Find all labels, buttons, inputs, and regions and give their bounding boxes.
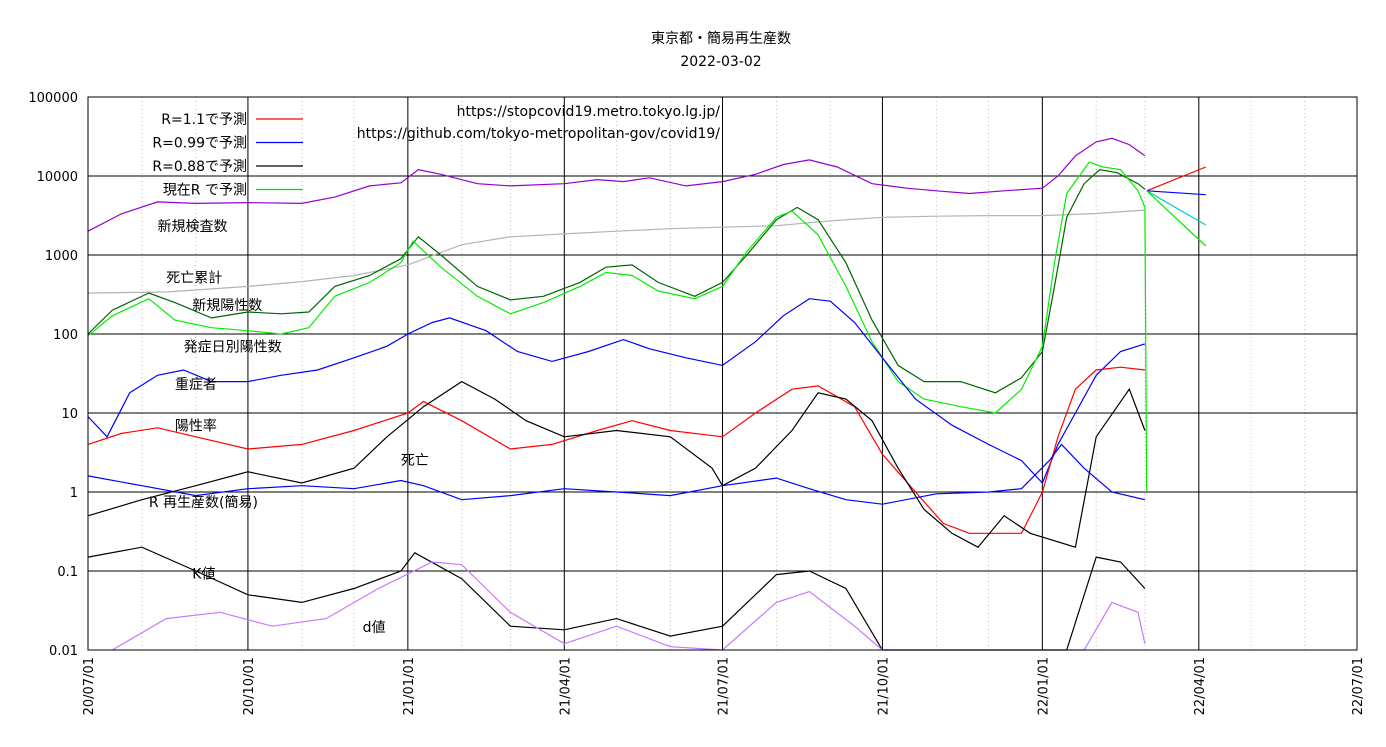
x-tick-label: 20/10/01 <box>242 657 257 715</box>
chart-title: 東京都・簡易再生産数 <box>651 31 791 47</box>
series-annotation: R 再生産数(簡易) <box>149 495 258 511</box>
series-line <box>87 443 1146 505</box>
legend-label: R=0.99で予測 <box>152 136 247 152</box>
x-tick-label: 22/01/01 <box>1036 657 1051 715</box>
x-tick-label: 21/04/01 <box>558 657 573 715</box>
series-line <box>1146 166 1207 192</box>
grid <box>87 96 1358 651</box>
x-tick-label: 20/07/01 <box>82 657 97 715</box>
y-tick-label: 0.1 <box>57 565 78 580</box>
series-annotation: 重症者 <box>175 377 217 393</box>
y-tick-label: 100000 <box>28 91 78 106</box>
series-annotation: 陽性率 <box>175 418 217 435</box>
series-annotation: K値 <box>192 567 215 583</box>
legend-label: R=1.1で予測 <box>161 112 247 128</box>
x-tick-label: 21/10/01 <box>876 657 891 715</box>
legend-label: 現在R で予測 <box>163 183 247 199</box>
series-line <box>87 169 1146 394</box>
series-line <box>87 380 1146 548</box>
y-tick-label: 100 <box>53 328 78 343</box>
x-tick-label: 21/07/01 <box>717 657 732 715</box>
x-tick-label: 22/07/01 <box>1351 657 1366 715</box>
series-line <box>87 137 1146 232</box>
series-line <box>87 298 1146 485</box>
y-tick-label: 1 <box>70 486 78 501</box>
series-annotation: 新規陽性数 <box>192 298 262 314</box>
legend-label: R=0.88で予測 <box>152 159 247 175</box>
source-url-2: https://github.com/tokyo-metropolitan-go… <box>357 126 721 142</box>
series-line <box>87 209 1145 294</box>
y-tick-label: 1000 <box>45 249 78 264</box>
x-tick-label: 22/04/01 <box>1193 657 1208 715</box>
y-tick-label: 0.01 <box>49 644 78 659</box>
source-url-1: https://stopcovid19.metro.tokyo.lg.jp/ <box>457 104 721 120</box>
series-layer <box>87 137 1207 651</box>
chart-subtitle: 2022-03-02 <box>680 54 761 70</box>
series-line <box>87 161 1148 493</box>
series-line <box>111 561 1146 651</box>
series-line <box>1146 190 1207 226</box>
y-tick-label: 10000 <box>37 170 78 185</box>
series-annotation: 死亡累計 <box>166 270 222 286</box>
series-annotation: 発症日別陽性数 <box>184 340 282 356</box>
series-annotation: 死亡 <box>401 453 429 469</box>
axes: 20/07/01 20/10/01 21/01/01 21/04/01 21/07/01… <box>28 91 1366 715</box>
series-line <box>1146 190 1207 247</box>
series-annotation: 新規検査数 <box>158 219 228 235</box>
series-line <box>87 366 1145 534</box>
plot-frame <box>87 96 1358 651</box>
y-tick-label: 10 <box>61 407 78 422</box>
series-line <box>1146 190 1206 196</box>
x-tick-label: 21/01/01 <box>402 657 417 715</box>
series-line <box>87 546 1146 651</box>
series-annotation: d値 <box>363 620 386 636</box>
